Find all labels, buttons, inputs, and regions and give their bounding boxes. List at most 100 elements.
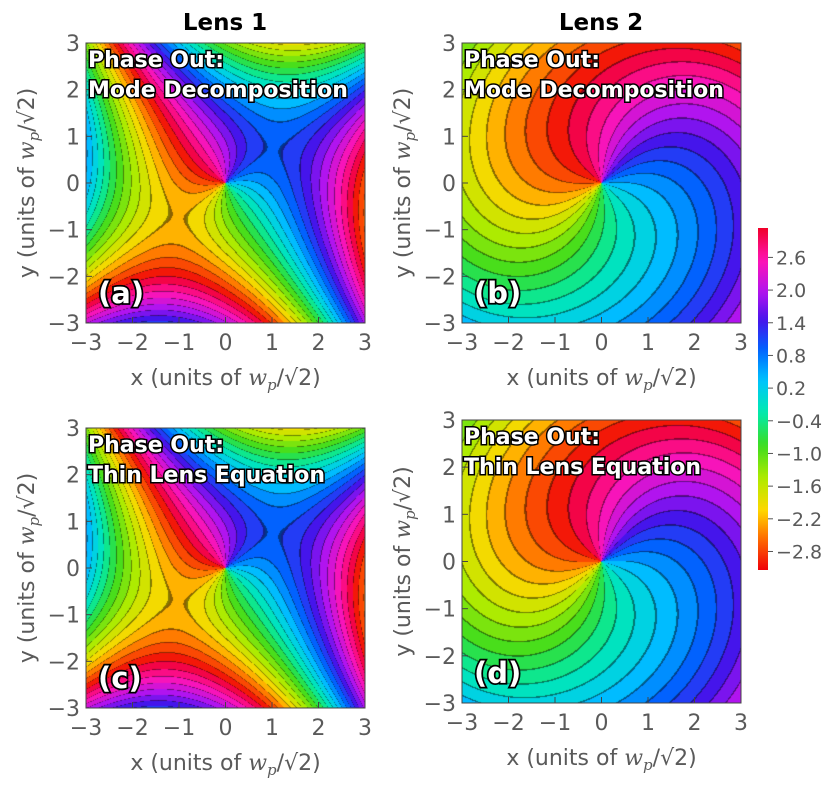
x-tick-label: −3 bbox=[70, 331, 102, 356]
column-title-lens-1: Lens 1 bbox=[183, 10, 267, 36]
x-tick-label: −1 bbox=[539, 711, 571, 736]
panel-letter-d: (d) bbox=[474, 656, 521, 690]
y-axis-label-c: y (units of wp/√2) bbox=[15, 473, 43, 663]
panel-title-line1-a: Phase Out: bbox=[88, 48, 224, 73]
panel-title-line1-c: Phase Out: bbox=[88, 433, 224, 458]
x-tick-label: 3 bbox=[734, 331, 748, 356]
colorbar-tick-label: 2.6 bbox=[776, 247, 806, 269]
x-tick-label: 2 bbox=[688, 711, 702, 736]
panel-letter-c: (c) bbox=[98, 661, 142, 695]
panel-b: −3 −2 −1 0 1 2 3 3 2 1 0 −1 −2 −3 x (units of wp/√2) y … bbox=[391, 32, 748, 394]
colorbar-tick-label: 0.2 bbox=[776, 378, 806, 400]
colorbar-tick-label: 1.4 bbox=[776, 313, 806, 335]
x-tick-label: 0 bbox=[219, 331, 233, 356]
colorbar-gradient bbox=[758, 228, 768, 570]
phase-map-c bbox=[86, 428, 365, 708]
phase-map-d bbox=[462, 420, 741, 703]
x-axis-label-a: x (units of wp/√2) bbox=[130, 366, 320, 394]
y-tick-label: 2 bbox=[66, 464, 80, 489]
x-axis-label-c: x (units of wp/√2) bbox=[130, 751, 320, 779]
x-tick-label: −3 bbox=[446, 711, 478, 736]
y-tick-label: 0 bbox=[66, 172, 80, 197]
colorbar-tick-label: 2.0 bbox=[776, 280, 806, 302]
x-tick-label: −1 bbox=[163, 331, 195, 356]
panel-title-line1-d: Phase Out: bbox=[464, 425, 600, 450]
panel-title-line2-c: Thin Lens Equation bbox=[88, 463, 325, 488]
y-tick-label: 1 bbox=[442, 125, 456, 150]
y-tick-label: 0 bbox=[66, 557, 80, 582]
x-tick-label: 2 bbox=[312, 716, 326, 741]
y-axis-label-b: y (units of wp/√2) bbox=[391, 88, 419, 278]
x-tick-label: −2 bbox=[492, 711, 524, 736]
y-tick-label: −3 bbox=[424, 692, 456, 717]
colorbar: 2.6 2.0 1.4 0.8 0.2 −0.4 −1.0 −1.6 −2.2 −2.8 bbox=[758, 228, 822, 570]
x-tick-label: 1 bbox=[641, 331, 655, 356]
y-tick-label: 0 bbox=[442, 172, 456, 197]
y-tick-label: 2 bbox=[66, 79, 80, 104]
x-tick-label: −2 bbox=[116, 716, 148, 741]
panels-group: −3 −2 −1 0 1 2 3 3 2 1 0 −1 −2 −3 x (units of wp/√2) y … bbox=[15, 32, 748, 779]
x-tick-label: 0 bbox=[595, 331, 609, 356]
y-tick-label: −1 bbox=[424, 598, 456, 623]
y-axis-label-a: y (units of wp/√2) bbox=[15, 88, 43, 278]
y-axis-label-d: y (units of wp/√2) bbox=[391, 466, 419, 656]
y-tick-label: 1 bbox=[66, 125, 80, 150]
column-title-lens-2: Lens 2 bbox=[559, 10, 643, 36]
y-tick-label: −1 bbox=[424, 219, 456, 244]
x-tick-label: 1 bbox=[265, 716, 279, 741]
x-tick-label: −2 bbox=[116, 331, 148, 356]
y-tick-label: −3 bbox=[48, 697, 80, 722]
y-tick-label: −3 bbox=[424, 312, 456, 337]
y-tick-label: −2 bbox=[48, 650, 80, 675]
y-tick-label: 3 bbox=[66, 32, 80, 57]
y-tick-label: −1 bbox=[48, 604, 80, 629]
y-tick-label: −3 bbox=[48, 312, 80, 337]
y-tick-label: 2 bbox=[442, 79, 456, 104]
x-tick-label: −1 bbox=[539, 331, 571, 356]
panel-title-line2-b: Mode Decomposition bbox=[464, 78, 724, 103]
x-tick-label: 0 bbox=[219, 716, 233, 741]
x-tick-label: 0 bbox=[595, 711, 609, 736]
x-tick-label: 1 bbox=[641, 711, 655, 736]
phase-map-b bbox=[462, 43, 741, 323]
panel-letter-b: (b) bbox=[474, 276, 521, 310]
panel-c: −3 −2 −1 0 1 2 3 3 2 1 0 −1 −2 −3 x (units of wp/√2) y … bbox=[15, 417, 372, 779]
y-tick-label: 3 bbox=[66, 417, 80, 442]
x-tick-label: −1 bbox=[163, 716, 195, 741]
panel-d: −3 −2 −1 0 1 2 3 3 2 1 0 −1 −2 −3 x (units of wp/√2) y … bbox=[391, 409, 748, 774]
x-tick-label: −2 bbox=[492, 331, 524, 356]
y-tick-label: −2 bbox=[424, 265, 456, 290]
x-tick-label: −3 bbox=[70, 716, 102, 741]
colorbar-tick-label: −2.2 bbox=[776, 509, 822, 531]
x-axis-label-b: x (units of wp/√2) bbox=[506, 366, 696, 394]
panel-title-line2-a: Mode Decomposition bbox=[88, 78, 348, 103]
y-tick-label: −2 bbox=[424, 645, 456, 670]
y-tick-label: −2 bbox=[48, 265, 80, 290]
panel-letter-a: (a) bbox=[98, 276, 144, 310]
panel-a: −3 −2 −1 0 1 2 3 3 2 1 0 −1 −2 −3 x (units of wp/√2) y … bbox=[15, 32, 372, 394]
colorbar-tick-label: 0.8 bbox=[776, 345, 806, 367]
x-tick-label: 2 bbox=[688, 331, 702, 356]
y-tick-label: 1 bbox=[66, 510, 80, 535]
x-tick-label: 1 bbox=[265, 331, 279, 356]
colorbar-tick-label: −0.4 bbox=[776, 411, 822, 433]
colorbar-tick-label: −1.0 bbox=[776, 443, 822, 465]
y-tick-label: 1 bbox=[442, 503, 456, 528]
panel-title-line1-b: Phase Out: bbox=[464, 48, 600, 73]
panel-title-line2-d: Thin Lens Equation bbox=[464, 455, 701, 480]
x-tick-label: 3 bbox=[358, 331, 372, 356]
x-tick-label: −3 bbox=[446, 331, 478, 356]
y-tick-label: 3 bbox=[442, 409, 456, 434]
colorbar-tick-label: −1.6 bbox=[776, 476, 822, 498]
x-axis-label-d: x (units of wp/√2) bbox=[506, 746, 696, 774]
y-tick-label: 3 bbox=[442, 32, 456, 57]
y-tick-label: 2 bbox=[442, 456, 456, 481]
y-tick-label: 0 bbox=[442, 551, 456, 576]
x-tick-label: 3 bbox=[734, 711, 748, 736]
y-tick-label: −1 bbox=[48, 219, 80, 244]
x-tick-label: 2 bbox=[312, 331, 326, 356]
phase-map-a bbox=[86, 43, 365, 323]
colorbar-tick-label: −2.8 bbox=[776, 541, 822, 563]
x-tick-label: 3 bbox=[358, 716, 372, 741]
